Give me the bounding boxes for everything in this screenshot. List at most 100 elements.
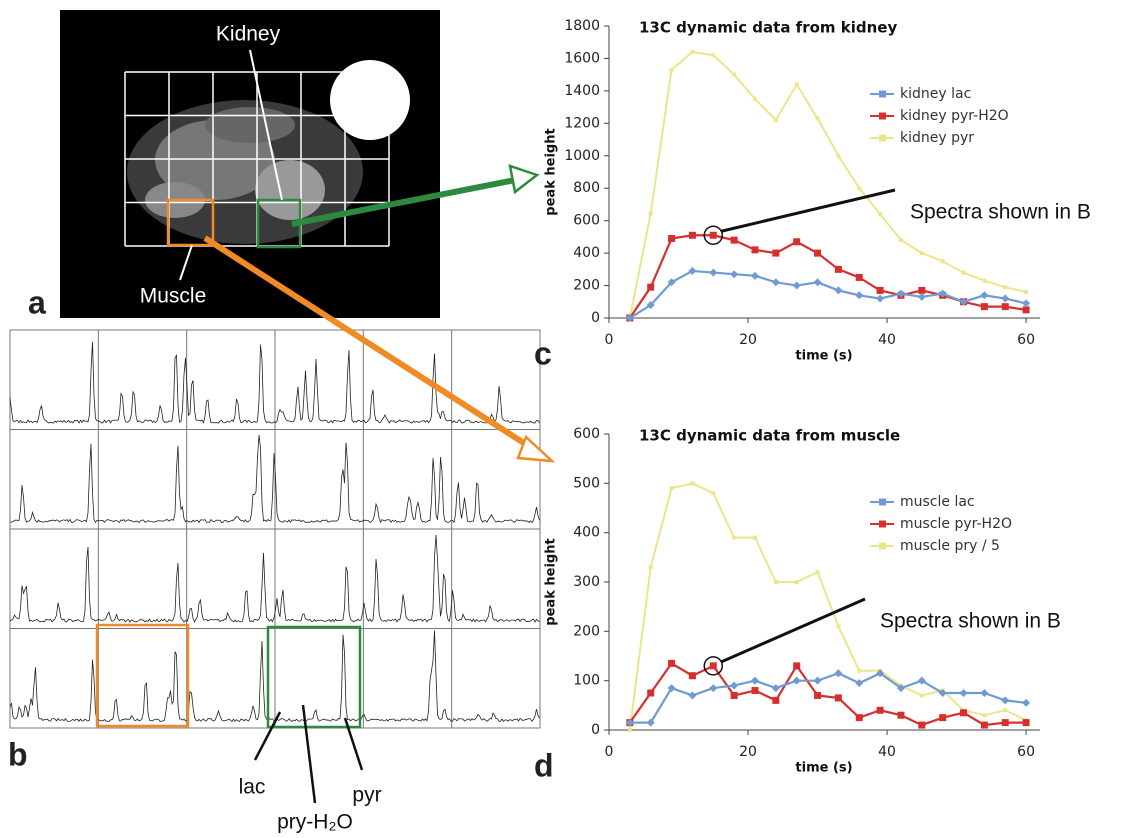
marker <box>961 270 966 275</box>
marker <box>959 297 968 306</box>
chart-title: 13C dynamic data from muscle <box>639 427 900 445</box>
marker <box>855 291 864 300</box>
marker <box>647 689 655 697</box>
marker <box>813 676 822 685</box>
panel-label: c <box>534 335 552 371</box>
marker <box>815 116 820 121</box>
marker <box>669 67 674 72</box>
marker <box>1001 719 1009 727</box>
legend-label: muscle lac <box>900 494 975 510</box>
marker <box>980 291 989 300</box>
marker <box>876 294 885 303</box>
series-line <box>628 50 1027 319</box>
y-tick-label: 500 <box>573 475 600 491</box>
marker <box>648 565 653 570</box>
marker <box>668 659 676 667</box>
x-tick-label: 40 <box>878 332 896 348</box>
marker <box>815 570 820 575</box>
marker <box>1022 698 1031 707</box>
marker <box>772 696 780 704</box>
marker <box>980 721 988 729</box>
marker <box>669 486 674 491</box>
muscle-box <box>95 623 190 728</box>
marker <box>855 679 864 688</box>
marker <box>627 728 632 732</box>
marker <box>897 711 905 719</box>
marker <box>772 249 780 257</box>
panel-label: b <box>8 736 28 772</box>
marker <box>876 669 885 678</box>
marker <box>793 238 801 246</box>
marker <box>709 268 718 277</box>
marker <box>896 684 905 693</box>
marker <box>730 691 738 699</box>
marker <box>919 251 924 256</box>
marker <box>793 662 801 670</box>
marker <box>980 303 988 311</box>
x-tick-label: 20 <box>739 332 757 348</box>
annotation-line <box>720 597 866 664</box>
peak-label: pry-H₂O <box>277 811 353 834</box>
annotation: Spectra shown in B <box>880 610 1061 633</box>
marker <box>688 266 697 275</box>
legend-marker <box>879 90 886 98</box>
spectra-grid <box>9 329 541 729</box>
marker <box>709 662 717 670</box>
marker <box>917 676 926 685</box>
chart-title: 13C dynamic data from kidney <box>639 19 897 37</box>
marker <box>625 718 634 727</box>
marker <box>730 681 739 690</box>
marker <box>1001 303 1009 311</box>
y-tick-label: 600 <box>573 426 600 442</box>
marker <box>625 314 634 322</box>
marker <box>836 624 841 629</box>
y-tick-label: 0 <box>591 722 600 738</box>
marker <box>1001 696 1010 705</box>
highlight <box>703 656 724 676</box>
marker <box>896 289 905 298</box>
legend-marker <box>879 134 886 142</box>
marker <box>857 186 862 191</box>
marker <box>647 283 655 291</box>
panel-label: a <box>28 284 46 320</box>
legend-marker <box>879 498 886 506</box>
spectrum <box>9 534 540 623</box>
marker <box>959 689 968 697</box>
marker <box>667 278 676 287</box>
y-tick-label: 1200 <box>564 115 600 131</box>
marker <box>939 714 947 722</box>
x-axis-label: time (s) <box>795 349 852 364</box>
y-tick-label: 400 <box>573 245 600 261</box>
marker <box>938 689 947 697</box>
spectrum <box>9 434 540 524</box>
marker <box>898 238 903 243</box>
y-axis-label: peak height <box>544 128 559 215</box>
marker <box>917 292 926 301</box>
marker <box>794 82 799 87</box>
legend-label: kidney pyr <box>900 130 974 146</box>
marker <box>773 580 778 584</box>
panel-label: d <box>534 747 554 783</box>
marker <box>751 246 759 254</box>
marker <box>918 721 926 729</box>
marker <box>771 278 780 287</box>
y-tick-label: 1000 <box>564 148 600 164</box>
marker <box>814 691 822 699</box>
marker <box>938 289 947 298</box>
peak-label: lac <box>239 776 266 799</box>
marker <box>709 231 717 239</box>
x-tick-label: 20 <box>739 744 757 760</box>
y-axis-label: peak height <box>544 538 559 625</box>
annotation-line <box>720 188 896 233</box>
marker <box>771 684 780 693</box>
marker <box>1022 719 1030 727</box>
marker <box>711 53 716 58</box>
marker <box>711 491 716 496</box>
y-tick-label: 100 <box>573 673 600 689</box>
marker <box>1003 708 1008 713</box>
y-tick-label: 1600 <box>564 50 600 66</box>
y-tick-label: 800 <box>573 180 600 196</box>
legend-label: muscle pyr-H2O <box>900 516 1012 532</box>
marker <box>855 273 863 281</box>
arrows <box>203 164 556 463</box>
